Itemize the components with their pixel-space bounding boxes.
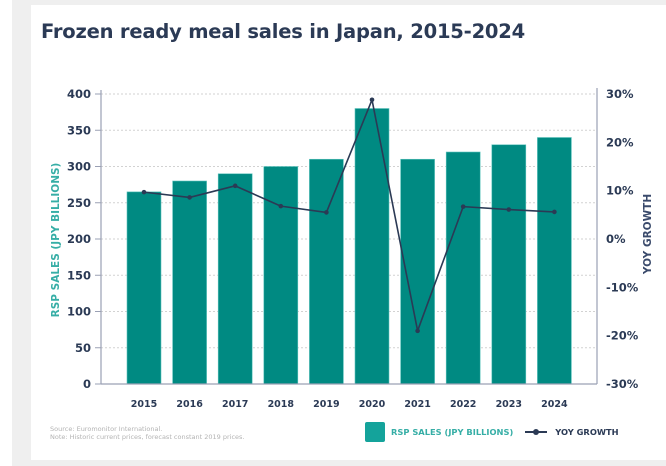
right-tick-label: 30%: [606, 87, 634, 101]
left-tick-label: 250: [67, 196, 91, 210]
left-tick-label: 0: [83, 377, 91, 391]
x-tick-labels: 2015 2016 2017 2018 2019 2020 2021 2022 2023 2024: [131, 399, 568, 410]
yoy-point-2018: [278, 203, 284, 209]
bar-2016: [172, 180, 207, 385]
right-tick-label: -10%: [606, 280, 639, 294]
note-text: Note: Historic current prices, forecast …: [50, 433, 245, 441]
legend: RSP SALES (JPY BILLIONS) YOY GROWTH: [365, 422, 619, 442]
yoy-point-2024: [552, 209, 557, 215]
bar-2022: [445, 151, 481, 385]
bar-2018: [263, 166, 299, 385]
left-tick-label: 400: [67, 87, 91, 101]
source-text: Source: Euromonitor International.: [50, 425, 163, 433]
right-tick-labels: -30% -20% -10% 0% 10% 20% 30%: [606, 87, 639, 391]
bars: [126, 108, 572, 385]
x-tick-label: 2017: [222, 399, 248, 410]
bar-2017: [217, 173, 253, 385]
yoy-point-2015: [141, 189, 147, 195]
left-tick-label: 350: [67, 123, 91, 137]
right-tick-label: -20%: [606, 329, 639, 343]
bar-2023: [491, 144, 527, 385]
left-tick-label: 150: [67, 268, 91, 282]
left-tick-label: 300: [67, 160, 91, 174]
x-tick-label: 2020: [359, 399, 386, 410]
left-tick-label: 100: [67, 305, 91, 319]
x-tick-label: 2018: [268, 399, 295, 410]
right-tick-label: 10%: [606, 184, 634, 198]
left-tick-labels: 0 50 100 150 200 250 300 350 400: [67, 87, 101, 391]
x-tick-label: 2024: [541, 399, 568, 410]
yoy-line: [141, 97, 557, 334]
yoy-point-2016: [187, 195, 192, 200]
right-axis-label: YOY GROWTH: [642, 194, 654, 275]
bar-2015: [126, 191, 162, 385]
right-tick-label: -30%: [606, 377, 639, 391]
axes: [100, 88, 598, 385]
x-tick-label: 2021: [404, 399, 430, 410]
left-tick-label: 50: [75, 341, 91, 355]
x-tick-label: 2019: [313, 399, 339, 410]
x-tick-label: 2023: [496, 399, 522, 410]
right-tick-label: 0%: [606, 232, 626, 246]
yoy-point-2021: [415, 328, 420, 334]
bar-2019: [309, 158, 344, 385]
chart-title: Frozen ready meal sales in Japan, 2015-2…: [41, 20, 526, 43]
x-tick-label: 2016: [176, 399, 203, 410]
bar-2024: [537, 137, 572, 385]
yoy-point-2020: [369, 97, 375, 103]
yoy-growth-line: [143, 99, 555, 332]
x-tick-label: 2022: [450, 399, 476, 410]
legend-bar-label: RSP SALES (JPY BILLIONS): [391, 427, 514, 437]
yoy-point-2022: [460, 204, 466, 209]
x-tick-label: 2015: [131, 399, 157, 410]
bar-2020: [354, 108, 390, 385]
footnote: Source: Euromonitor International. Note:…: [50, 425, 245, 441]
yoy-point-2023: [506, 207, 512, 212]
yoy-point-2019: [324, 210, 329, 215]
left-axis-label: RSP SALES (JPY BILLIONS): [50, 163, 62, 318]
legend-bar-swatch: [365, 422, 385, 442]
right-tick-label: 20%: [606, 135, 634, 149]
yoy-point-2017: [232, 183, 238, 189]
legend-line-marker-icon: [525, 427, 548, 437]
left-tick-label: 200: [67, 232, 91, 246]
legend-line-label: YOY GROWTH: [555, 427, 619, 437]
